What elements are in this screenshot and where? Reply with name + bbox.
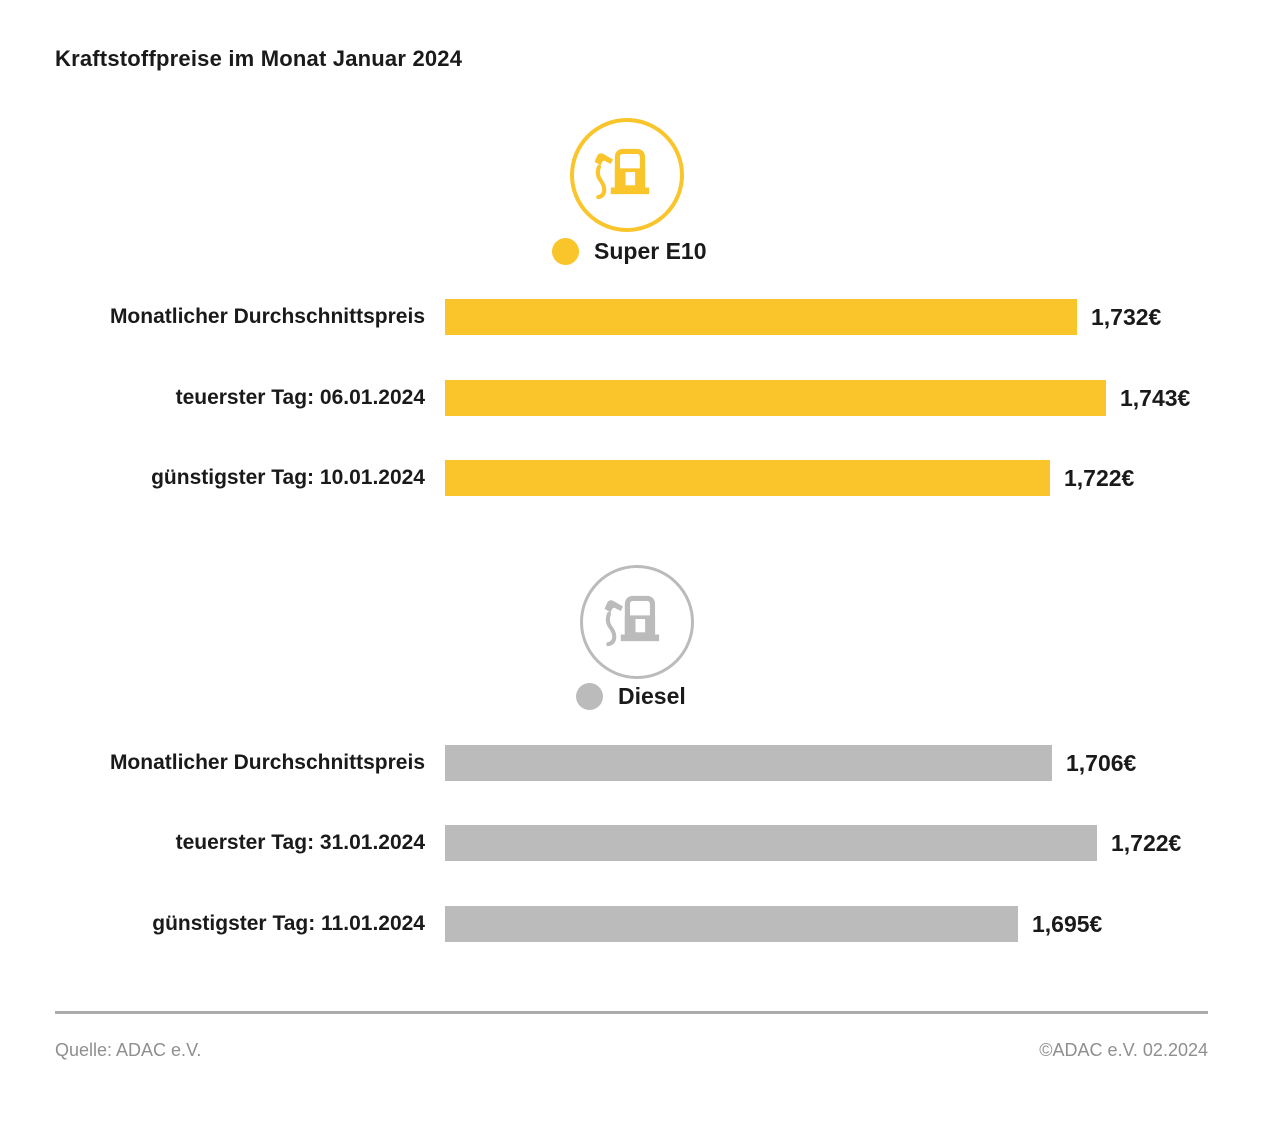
super-e10-icon-circle bbox=[570, 118, 684, 232]
bar-value: 1,732€ bbox=[1091, 303, 1162, 330]
bar-label: Monatlicher Durchschnittspreis bbox=[109, 305, 425, 328]
source-credit: Quelle: ADAC e.V. bbox=[55, 1040, 202, 1060]
legend-diesel: Diesel bbox=[576, 683, 686, 710]
bar-label: günstigster Tag: 10.01.2024 bbox=[151, 466, 425, 489]
bar-label: teuerster Tag: 31.01.2024 bbox=[175, 831, 425, 854]
footer-divider bbox=[55, 1011, 1208, 1014]
bar-row: günstigster Tag: 10.01.2024 1,722€ bbox=[0, 460, 1134, 496]
legend-super-e10: Super E10 bbox=[552, 238, 707, 265]
bar-label: günstigster Tag: 11.01.2024 bbox=[152, 912, 425, 935]
legend-label-diesel: Diesel bbox=[618, 683, 686, 709]
copyright-notice: ©ADAC e.V. 02.2024 bbox=[1039, 1040, 1208, 1060]
legend-dot-diesel bbox=[576, 683, 603, 710]
price-bar-diesel-min bbox=[445, 906, 1018, 942]
bar-value: 1,695€ bbox=[1032, 910, 1103, 937]
page-title: Kraftstoffpreise im Monat Januar 2024 bbox=[55, 46, 463, 71]
diesel-icon-circle bbox=[580, 565, 694, 679]
bar-value: 1,722€ bbox=[1064, 464, 1135, 491]
price-bar-super-max bbox=[445, 380, 1106, 416]
bar-row: Monatlicher Durchschnittspreis 1,732€ bbox=[0, 299, 1161, 335]
bar-label: teuerster Tag: 06.01.2024 bbox=[175, 386, 425, 409]
bar-row: teuerster Tag: 31.01.2024 1,722€ bbox=[0, 825, 1181, 861]
price-bar-diesel-max bbox=[445, 825, 1097, 861]
bar-row: Monatlicher Durchschnittspreis 1,706€ bbox=[0, 745, 1136, 781]
bar-value: 1,722€ bbox=[1111, 829, 1182, 856]
bar-value: 1,706€ bbox=[1066, 749, 1137, 776]
bar-row: teuerster Tag: 06.01.2024 1,743€ bbox=[0, 380, 1190, 416]
price-bar-super-avg bbox=[445, 299, 1077, 335]
bar-value: 1,743€ bbox=[1120, 384, 1191, 411]
bar-label: Monatlicher Durchschnittspreis bbox=[109, 751, 425, 774]
fuel-pump-icon bbox=[604, 595, 660, 647]
fuel-pump-icon bbox=[594, 148, 650, 200]
legend-dot-super-e10 bbox=[552, 238, 579, 265]
price-bar-diesel-avg bbox=[445, 745, 1052, 781]
price-bar-super-min bbox=[445, 460, 1050, 496]
bar-row: günstigster Tag: 11.01.2024 1,695€ bbox=[0, 906, 1102, 942]
legend-label-super-e10: Super E10 bbox=[594, 238, 707, 264]
